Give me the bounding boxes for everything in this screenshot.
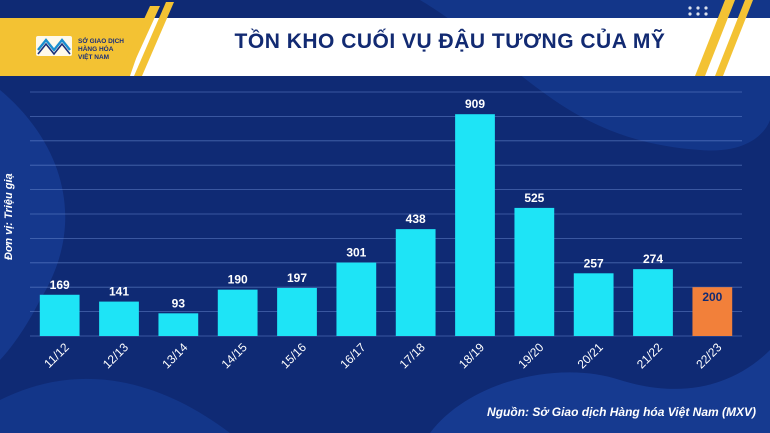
data-label: 257: [584, 256, 604, 270]
bar-18-19: [455, 114, 495, 336]
data-label: 197: [287, 271, 307, 285]
data-label: 141: [109, 285, 129, 299]
x-tick-label: 15/16: [278, 340, 309, 371]
x-tick-label: 12/13: [100, 340, 131, 371]
logo-mark: [36, 36, 72, 56]
logo-line-1: SỞ GIAO DỊCH: [78, 38, 124, 45]
bar-22-23: [692, 287, 733, 336]
logo-panel: [0, 18, 160, 76]
bar-21-22: [633, 269, 673, 336]
x-tick-label: 16/17: [337, 340, 368, 371]
x-tick-label: 21/22: [634, 340, 665, 371]
data-label: 93: [172, 296, 186, 310]
bar-20-21: [573, 273, 614, 336]
bar-15-16: [277, 287, 317, 336]
logo-line-3: VIỆT NAM: [78, 54, 110, 61]
gold-stripe-left-2: [134, 2, 174, 76]
bar-13-14: [158, 313, 199, 336]
x-tick-label: 17/18: [397, 340, 428, 371]
x-tick-label: 20/21: [575, 340, 606, 371]
data-label: 525: [524, 191, 544, 205]
gold-stripe-right-2: [715, 0, 753, 76]
logo-line-2: HÀNG HÓA: [78, 46, 114, 53]
decor-dots: [688, 6, 708, 16]
data-label: 169: [50, 278, 70, 292]
data-label: 301: [346, 246, 366, 260]
data-label: 190: [228, 273, 248, 287]
data-label: 438: [406, 212, 426, 226]
bar-12-13: [99, 301, 139, 336]
bar-16-17: [336, 262, 377, 336]
bar-14-15: [217, 289, 258, 336]
x-tick-label: 11/12: [41, 340, 72, 371]
x-tick-label: 13/14: [159, 340, 190, 371]
gold-stripe-left: [118, 6, 160, 76]
x-tick-label: 18/19: [456, 340, 487, 371]
data-label: 200: [702, 290, 722, 304]
logo-text: SỞ GIAO DỊCH HÀNG HÓA VIỆT NAM: [78, 38, 124, 62]
title-banner: [130, 18, 770, 76]
x-tick-label: 14/15: [219, 340, 250, 371]
gold-stripe-right: [695, 0, 735, 76]
x-tick-label: 19/20: [515, 340, 546, 371]
data-label: 909: [465, 97, 485, 111]
header-banner: [0, 0, 770, 76]
source-note: Nguồn: Sở Giao dịch Hàng hóa Việt Nam (M…: [487, 405, 756, 419]
chart-title: TỒN KHO CUỐI VỤ ĐẬU TƯƠNG CỦA MỸ: [234, 30, 666, 53]
bar-19-20: [514, 207, 555, 336]
bar-11-12: [39, 294, 80, 336]
data-label: 274: [643, 252, 663, 266]
x-tick-label: 22/23: [693, 340, 724, 371]
bar-17-18: [395, 229, 436, 336]
